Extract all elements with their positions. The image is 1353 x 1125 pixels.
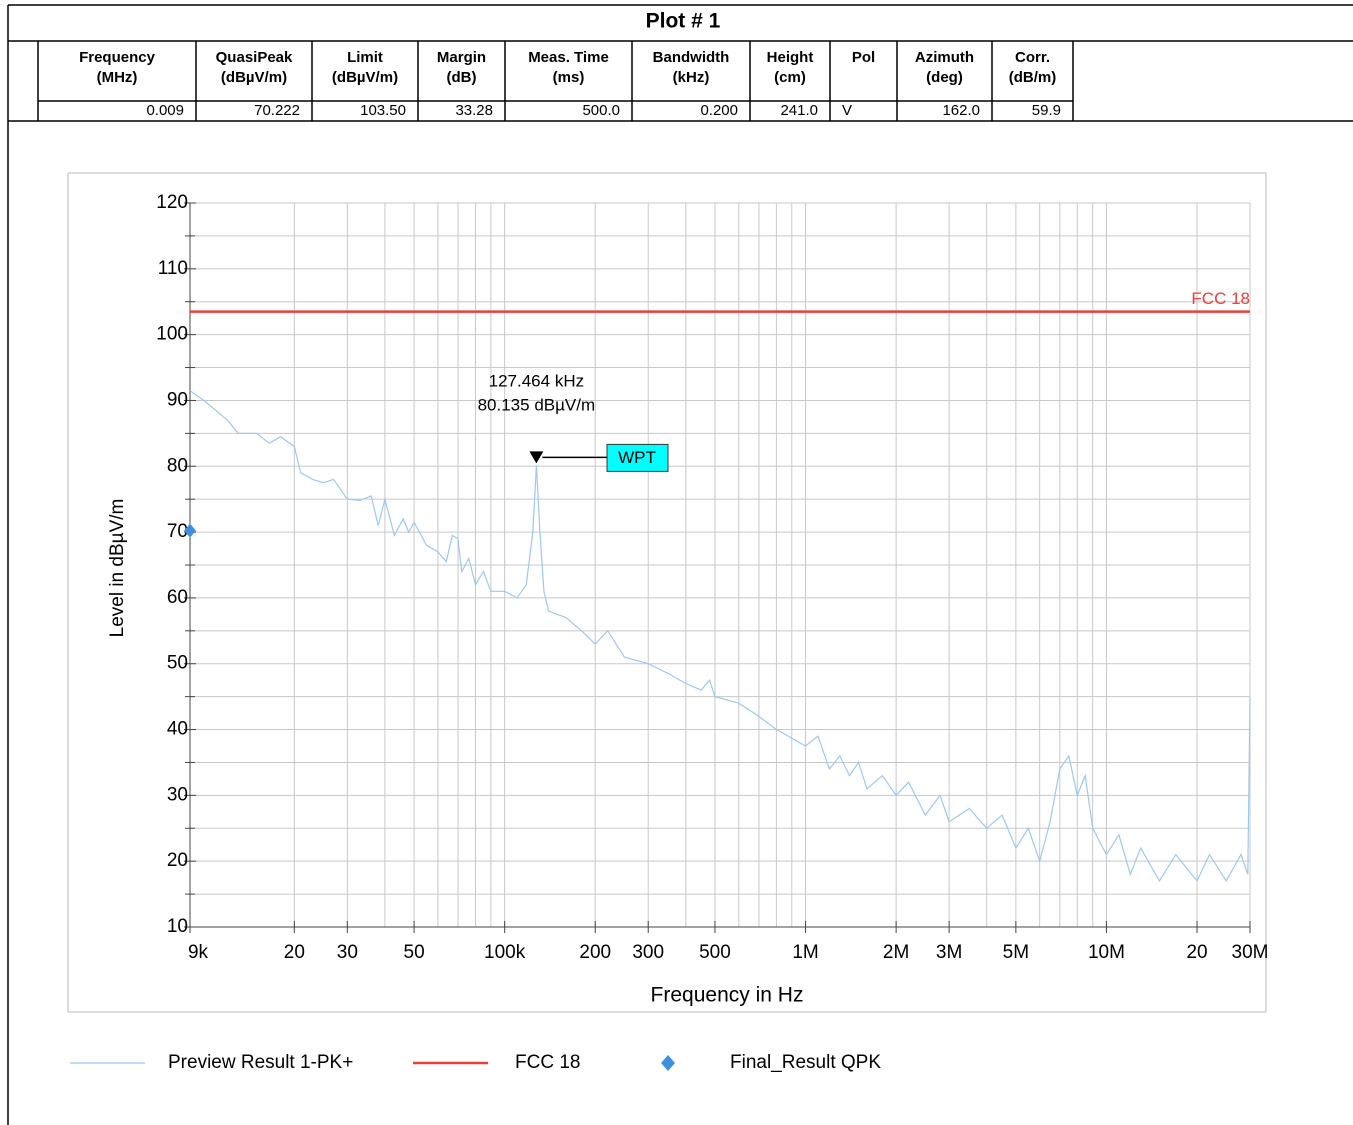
- marker-box: [606, 443, 669, 472]
- x-tick-label: 50: [404, 942, 425, 963]
- table-cell: 70.222: [254, 102, 300, 119]
- y-tick-label: 120: [156, 192, 188, 213]
- table-header: Azimuth: [915, 49, 974, 66]
- table-header: Height: [767, 49, 814, 66]
- table-cell: 59.9: [1032, 102, 1061, 119]
- x-tick-label: 200: [579, 942, 611, 963]
- y-tick-label: 40: [167, 719, 188, 740]
- table-header: Pol: [852, 49, 875, 66]
- legend-label: Final_Result QPK: [730, 1052, 881, 1073]
- x-tick-label: 3M: [936, 942, 962, 963]
- plot-title: Plot # 1: [646, 10, 721, 33]
- table-header: (dBµV/m): [221, 69, 287, 86]
- table-header: Corr.: [1015, 49, 1050, 66]
- table-header: (dB): [447, 69, 477, 86]
- preview-line: [189, 390, 1251, 883]
- x-tick-label: 30M: [1232, 942, 1269, 963]
- table-cell: 0.009: [146, 102, 184, 119]
- table-header: QuasiPeak: [216, 49, 293, 66]
- y-axis-title: Level in dBµV/m: [107, 499, 128, 638]
- x-tick-label: 1M: [792, 942, 818, 963]
- table-cell: 241.0: [780, 102, 818, 119]
- x-tick-label: 20: [1186, 942, 1207, 963]
- marker-label: WPT: [618, 448, 656, 467]
- marker-level: 80.135 dBµV/m: [478, 395, 596, 414]
- x-tick-label: 300: [632, 942, 664, 963]
- x-tick-label: 500: [699, 942, 731, 963]
- y-tick-label: 110: [158, 258, 188, 279]
- y-tick-label: 60: [167, 587, 188, 608]
- table-header: Limit: [347, 49, 383, 66]
- table-cell: 33.28: [455, 102, 493, 119]
- x-tick-label: 20: [284, 942, 305, 963]
- y-tick-label: 100: [156, 324, 188, 345]
- qpk-point: [184, 523, 196, 538]
- y-tick-label: 80: [167, 455, 188, 476]
- peak-marker: [529, 451, 544, 464]
- limit-label: FCC 18: [1191, 289, 1250, 308]
- x-tick-label: 100k: [484, 942, 526, 963]
- table-header: (dB/m): [1009, 69, 1057, 86]
- legend-label: Preview Result 1-PK+: [168, 1052, 353, 1073]
- table-cell: 103.50: [360, 102, 406, 119]
- x-axis-title: Frequency in Hz: [651, 984, 804, 1007]
- table-header: (dBµV/m): [332, 69, 398, 86]
- y-tick-label: 10: [167, 916, 188, 937]
- marker-freq: 127.464 kHz: [489, 371, 584, 390]
- y-tick-label: 90: [167, 389, 188, 410]
- y-tick-label: 20: [167, 850, 188, 871]
- table-header: Margin: [437, 49, 486, 66]
- chart-frame: [67, 172, 1267, 1013]
- table-cell: 0.200: [700, 102, 738, 119]
- x-tick-label: 5M: [1003, 942, 1029, 963]
- x-tick-label: 30: [337, 942, 358, 963]
- x-tick-label: 2M: [883, 942, 909, 963]
- y-tick-label: 50: [167, 653, 188, 674]
- x-tick-label: 9k: [188, 942, 209, 963]
- table-header: Meas. Time: [528, 49, 609, 66]
- table-header: (kHz): [673, 69, 710, 86]
- x-tick-label: 10M: [1088, 942, 1125, 963]
- table-header: (cm): [774, 69, 806, 86]
- table-cell: 500.0: [582, 102, 620, 119]
- y-tick-label: 70: [167, 521, 188, 542]
- table-header: Frequency: [79, 49, 156, 66]
- table-cell: 162.0: [942, 102, 980, 119]
- table-header: (deg): [926, 69, 963, 86]
- legend-swatch: [661, 1055, 675, 1071]
- table-cell: V: [842, 102, 852, 119]
- y-tick-label: 30: [167, 784, 188, 805]
- table-header: (MHz): [97, 69, 138, 86]
- legend-label: FCC 18: [515, 1052, 580, 1073]
- table-header: (ms): [553, 69, 585, 86]
- table-frame: [7, 4, 1353, 1125]
- table-header: Bandwidth: [653, 49, 730, 66]
